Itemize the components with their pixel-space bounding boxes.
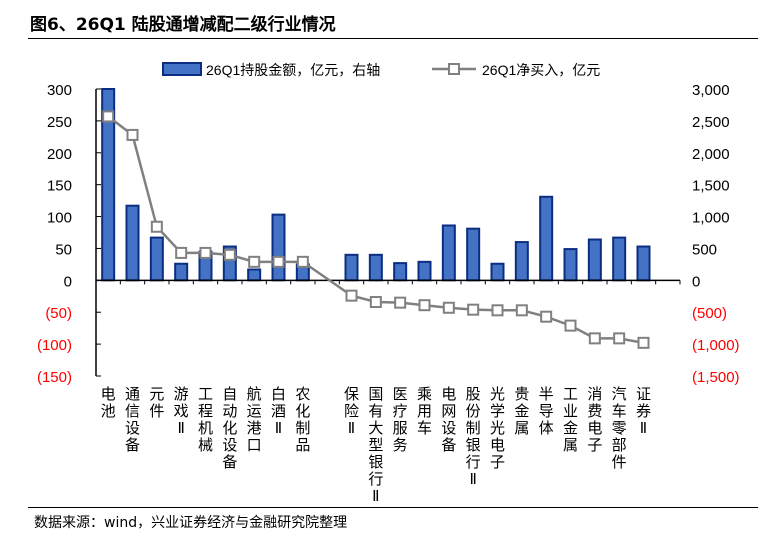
right-tick-label: 2,500: [692, 114, 730, 131]
left-tick-label: 0: [64, 273, 72, 290]
bar: [441, 224, 456, 282]
line-marker: [467, 303, 480, 316]
category-label: 贵金属: [514, 386, 529, 437]
category-label: 自动化设备: [222, 386, 237, 471]
legend-bar-label: 26Q1持股金额，亿元，右轴: [206, 62, 380, 78]
bar: [271, 213, 286, 282]
line-marker: [540, 310, 553, 323]
category-label: 证券 Ⅱ: [636, 386, 651, 437]
right-tick-label: 0: [692, 273, 700, 290]
right-tick-label: (1,000): [692, 337, 740, 354]
left-tick-label: (100): [37, 337, 72, 354]
source-note: 数据来源：wind，兴业证券经济与金融研究院整理: [34, 515, 348, 531]
category-label: 乘用车: [417, 386, 432, 437]
bar: [417, 260, 432, 282]
right-tick-label: 500: [692, 241, 717, 258]
line-marker: [296, 255, 309, 268]
category-label: 汽车零部件: [612, 386, 627, 471]
line-marker: [418, 299, 431, 312]
line-marker: [564, 319, 577, 332]
left-tick-label: 200: [47, 146, 72, 163]
right-tick-label: 1,000: [692, 210, 730, 227]
line-marker: [175, 246, 188, 259]
line-marker: [637, 336, 650, 349]
bar: [368, 253, 383, 282]
line-marker: [345, 289, 358, 302]
legend-line-label: 26Q1净买入，亿元: [482, 62, 600, 78]
left-tick-label: 150: [47, 178, 72, 195]
line-marker: [199, 246, 212, 259]
bar: [563, 248, 578, 282]
category-label: 元件: [149, 386, 164, 420]
left-tick-label: 250: [47, 114, 72, 131]
source-divider: [28, 507, 758, 508]
category-label: 工业金属: [563, 386, 578, 454]
bar: [490, 262, 505, 282]
legend-bar-swatch: [162, 62, 202, 76]
line-marker: [248, 255, 261, 268]
category-label: 电网设备: [441, 386, 456, 454]
right-tick-label: 3,000: [692, 82, 730, 99]
category-label: 半导体: [539, 386, 554, 437]
category-label: 光学光电子: [490, 386, 505, 471]
bar: [344, 253, 359, 282]
line-marker: [272, 255, 285, 268]
left-tick-label: 50: [55, 241, 72, 258]
figure-title: 图6、26Q1 陆股通增减配二级行业情况: [30, 15, 336, 35]
bar: [587, 238, 602, 282]
line-marker: [369, 296, 382, 309]
bar: [149, 236, 164, 282]
category-label: 农化制品: [295, 386, 310, 454]
chart: 26Q1持股金额，亿元，右轴 26Q1净买入，亿元 300 250 200 150 100 5…: [37, 62, 740, 505]
line-marker: [223, 248, 236, 261]
category-label: 医疗服务: [393, 386, 408, 454]
bar: [125, 204, 140, 282]
title-divider: [28, 38, 758, 39]
legend-line-marker: [448, 63, 460, 75]
line-marker: [394, 296, 407, 309]
bar: [466, 227, 481, 282]
bar: [514, 241, 529, 282]
net-buy-line: [107, 115, 644, 345]
bar: [612, 236, 627, 282]
line-marker: [102, 110, 115, 123]
left-tick-label: 300: [47, 82, 72, 99]
bar: [539, 195, 554, 282]
right-tick-label: 1,500: [692, 178, 730, 195]
category-label: 电池: [101, 386, 116, 420]
category-label: 国有大型银行 Ⅱ: [368, 386, 383, 505]
bar: [247, 268, 262, 282]
category-label: 航运港口: [247, 386, 262, 454]
right-tick-label: 2,000: [692, 146, 730, 163]
right-tick-label: (1,500): [692, 369, 740, 386]
bar: [393, 262, 408, 282]
category-label: 股份制银行 Ⅱ: [466, 386, 481, 488]
line-marker: [613, 332, 626, 345]
left-tick-label: 100: [47, 210, 72, 227]
line-marker: [126, 128, 139, 141]
category-label: 通信设备: [125, 386, 140, 454]
line-marker: [491, 304, 504, 317]
right-tick-label: (500): [692, 305, 727, 322]
line-marker: [442, 301, 455, 314]
category-label: 游戏 Ⅱ: [174, 386, 189, 437]
category-label: 工程机械: [198, 386, 213, 454]
left-tick-label: (150): [37, 369, 72, 386]
bar: [636, 245, 651, 282]
line-marker: [150, 220, 163, 233]
line-marker: [588, 332, 601, 345]
line-marker: [515, 304, 528, 317]
category-label: 保险 Ⅱ: [344, 386, 359, 437]
left-tick-label: (50): [45, 305, 72, 322]
category-label: 消费电子: [587, 386, 602, 454]
bar: [174, 262, 189, 282]
category-label: 白酒 Ⅱ: [271, 386, 286, 437]
